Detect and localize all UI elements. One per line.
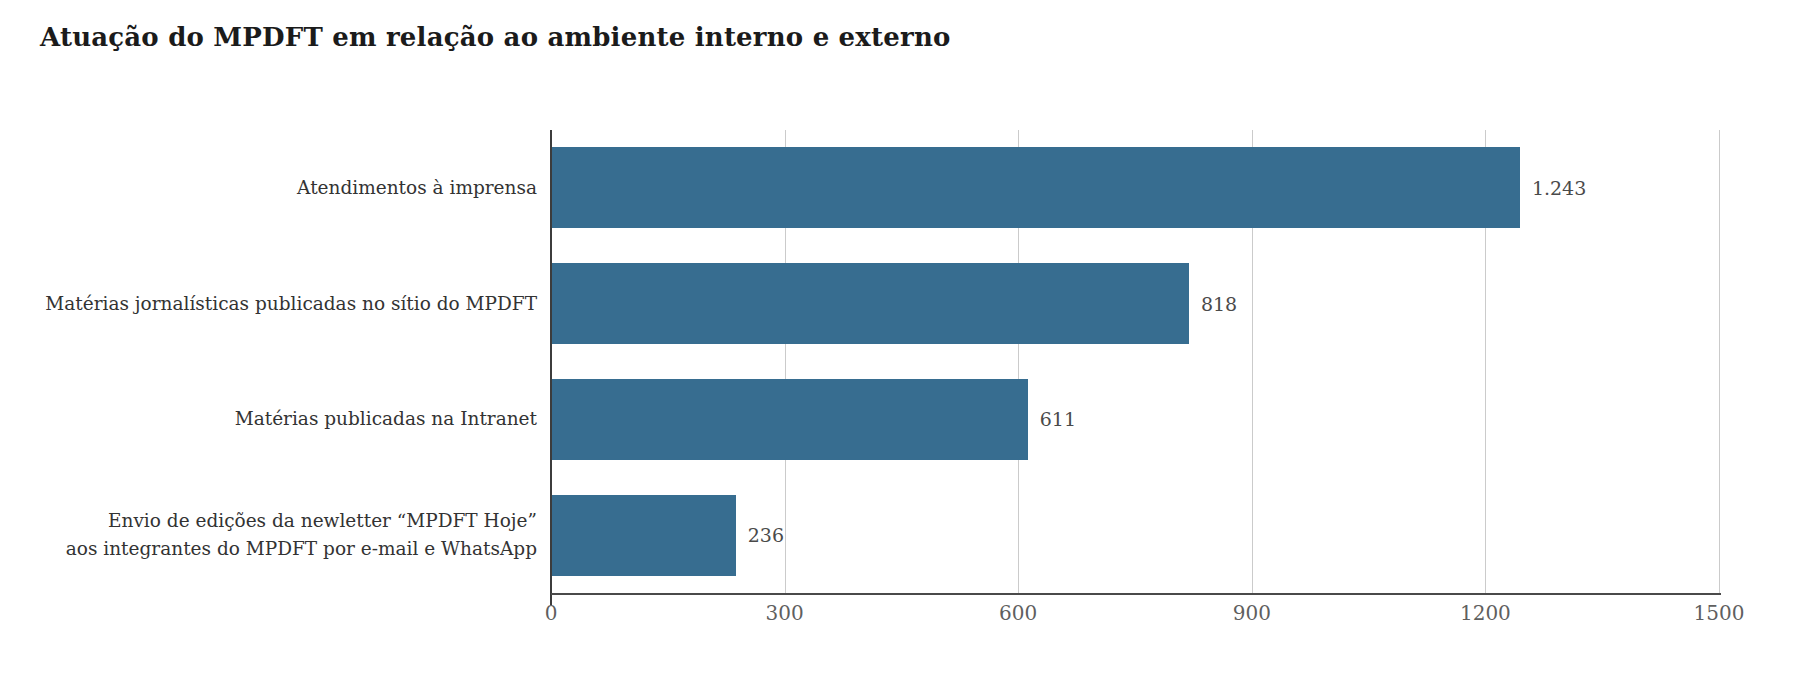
bar-chart: Atuação do MPDFT em relação ao ambiente … xyxy=(0,0,1801,687)
x-axis-line xyxy=(551,593,1721,595)
gridline xyxy=(1719,130,1720,593)
value-label: 611 xyxy=(1027,379,1076,460)
category-label: Envio de edições da newletter “MPDFT Hoj… xyxy=(30,477,537,593)
value-label: 1.243 xyxy=(1519,147,1586,228)
plot-area: 1.243 818 611 236 xyxy=(551,130,1719,593)
x-tick-label: 1500 xyxy=(1694,601,1745,625)
bar xyxy=(552,379,1028,460)
x-tick-label: 300 xyxy=(766,601,804,625)
bar xyxy=(552,147,1520,228)
x-tick-label: 1200 xyxy=(1460,601,1511,625)
bar xyxy=(552,263,1189,344)
x-axis-tick-row: 030060090012001500 xyxy=(551,601,1719,631)
category-label: Atendimentos à imprensa xyxy=(30,130,537,246)
category-label: Matérias jornalísticas publicadas no sít… xyxy=(30,246,537,362)
x-tick-label: 0 xyxy=(545,601,558,625)
chart-title: Atuação do MPDFT em relação ao ambiente … xyxy=(40,22,951,52)
value-label: 818 xyxy=(1188,263,1237,344)
x-tick-label: 900 xyxy=(1233,601,1271,625)
value-label: 236 xyxy=(735,495,784,576)
category-label: Matérias publicadas na Intranet xyxy=(30,362,537,478)
x-tick-label: 600 xyxy=(999,601,1037,625)
bar xyxy=(552,495,736,576)
category-label-column: Atendimentos à imprensaMatérias jornalís… xyxy=(30,130,537,593)
